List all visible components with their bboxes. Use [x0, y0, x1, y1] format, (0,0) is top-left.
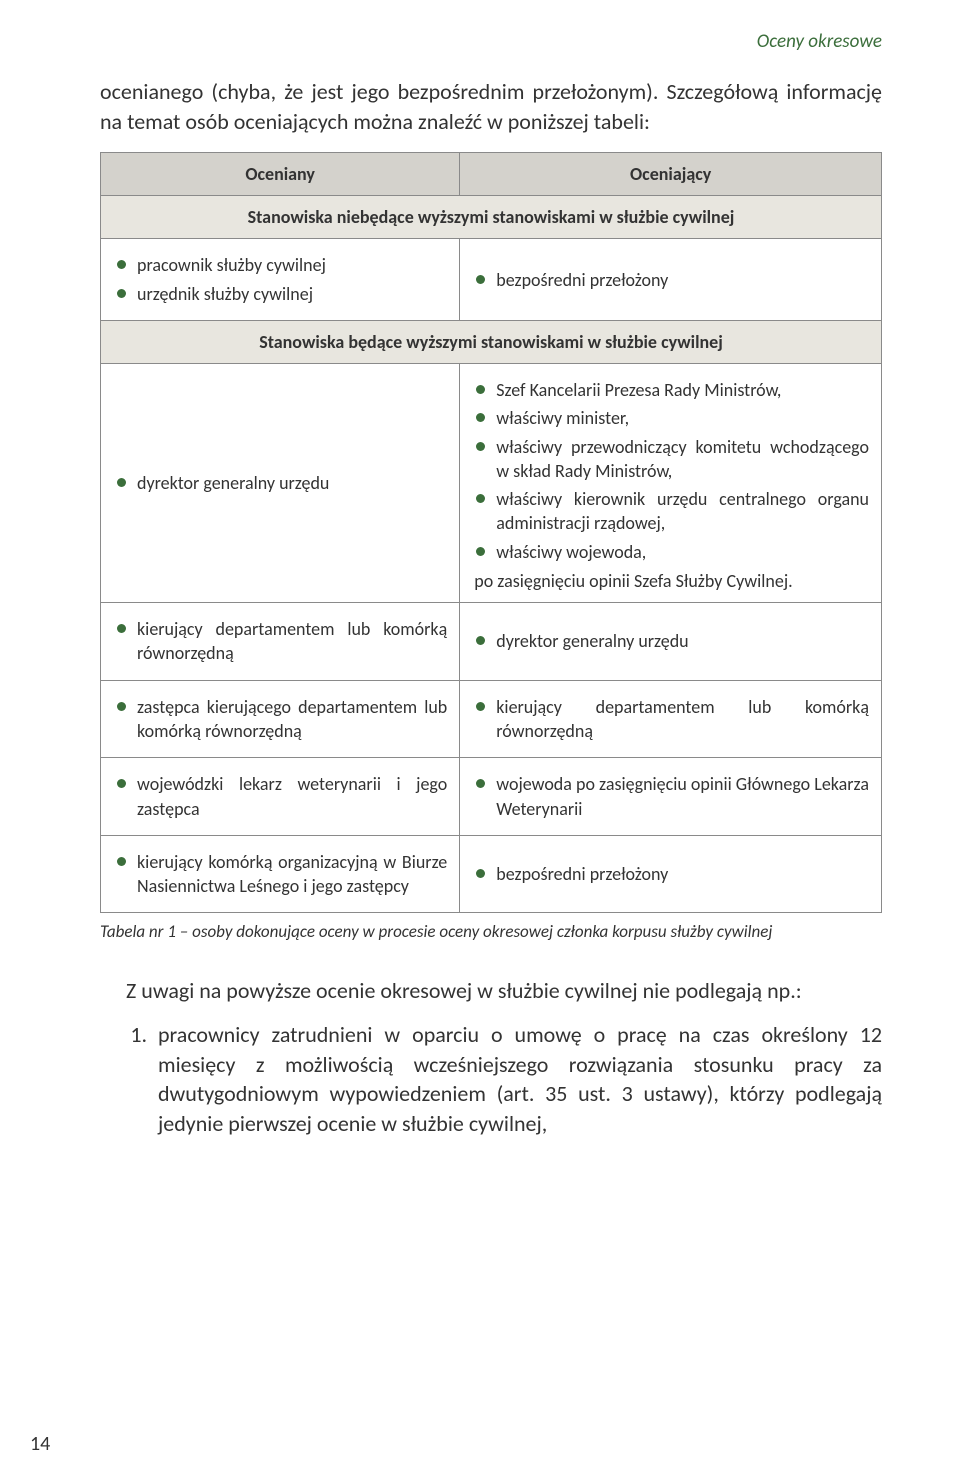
list-item: właściwy przewodniczący komitetu wchodzą…: [474, 435, 869, 484]
list-item: kierujący departamentem lub komórką równ…: [115, 617, 447, 666]
closing-intro: Z uwagi na powyższe ocenie okresowej w s…: [100, 976, 882, 1006]
row5-right: wojewoda po zasięgnięciu opinii Głównego…: [460, 758, 882, 836]
list-item: bezpośredni przełożony: [474, 862, 869, 886]
row5-left: wojewódzki lekarz weterynarii i jego zas…: [101, 758, 460, 836]
oceniajacy-table: Oceniany Oceniający Stanowiska niebędące…: [100, 152, 882, 913]
page-number: 14: [30, 1432, 50, 1456]
section-2-label: Stanowiska będące wyższymi stanowiskami …: [101, 320, 882, 363]
word: lub: [748, 695, 771, 719]
word: równorzędną: [496, 719, 869, 743]
row4-right: kierujący departamentem lub komórką równ…: [460, 680, 882, 758]
list-item: kierujący departamentem lub komórką równ…: [474, 695, 869, 744]
word: departamentem: [596, 695, 715, 719]
list-item: dyrektor generalny urzędu: [115, 471, 447, 495]
list-item: dyrektor generalny urzędu: [474, 629, 869, 653]
list-item: właściwy kierownik urzędu centralnego or…: [474, 487, 869, 536]
list-item: wojewódzki lekarz weterynarii i jego zas…: [115, 772, 447, 821]
list-item: zastępca kierującego departamentem lub k…: [115, 695, 447, 744]
list-item: właściwy wojewoda,: [474, 540, 869, 564]
list-item: właściwy minister,: [474, 406, 869, 430]
list-item: urzędnik służby cywilnej: [115, 282, 447, 306]
running-head: Oceny okresowe: [100, 30, 882, 53]
list-item: wojewoda po zasięgnięciu opinii Głównego…: [474, 772, 869, 821]
list-item: Szef Kancelarii Prezesa Rady Ministrów,: [474, 378, 869, 402]
row3-left: kierujący departamentem lub komórką równ…: [101, 603, 460, 681]
row3-right: dyrektor generalny urzędu: [460, 603, 882, 681]
row2-left: dyrektor generalny urzędu: [101, 363, 460, 602]
closing-item-1: pracownicy zatrudnieni w oparciu o umowę…: [152, 1020, 882, 1139]
word: kierujący: [496, 695, 562, 719]
word: komórką: [805, 695, 869, 719]
list-item: pracownik służby cywilnej: [115, 253, 447, 277]
row2-after-text: po zasięgnięciu opinii Szefa Służby Cywi…: [472, 570, 869, 592]
header-oceniany: Oceniany: [101, 153, 460, 196]
list-item: kierujący komórką organizacyjną w Biurze…: [115, 850, 447, 899]
row1-left: pracownik służby cywilnej urzędnik służb…: [101, 239, 460, 321]
list-item: bezpośredni przełożony: [474, 268, 869, 292]
header-oceniajacy: Oceniający: [460, 153, 882, 196]
row4-left: zastępca kierującego departamentem lub k…: [101, 680, 460, 758]
table-caption: Tabela nr 1 – osoby dokonujące oceny w p…: [100, 921, 882, 942]
row1-right: bezpośredni przełożony: [460, 239, 882, 321]
row6-left: kierujący komórką organizacyjną w Biurze…: [101, 835, 460, 913]
section-1-label: Stanowiska niebędące wyższymi stanowiska…: [101, 196, 882, 239]
closing-list: pracownicy zatrudnieni w oparciu o umowę…: [100, 1020, 882, 1139]
row6-right: bezpośredni przełożony: [460, 835, 882, 913]
intro-paragraph: ocenianego (chyba, że jest jego bezpośre…: [100, 77, 882, 136]
row2-right: Szef Kancelarii Prezesa Rady Ministrów, …: [460, 363, 882, 602]
